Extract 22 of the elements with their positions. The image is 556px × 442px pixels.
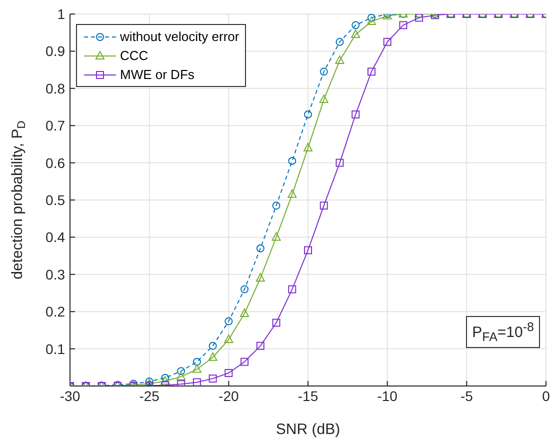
y-tick-label: 0.9 — [46, 43, 66, 60]
x-tick-label: -10 — [377, 388, 398, 404]
x-tick-label: -30 — [60, 388, 80, 404]
y-tick-label: 0.7 — [46, 118, 66, 134]
y-tick-label: 0.3 — [46, 266, 66, 282]
y-tick-label: 1 — [57, 6, 66, 22]
y-tick-label: 0.5 — [46, 192, 66, 208]
y-tick-label: 0.4 — [46, 229, 66, 246]
x-tick-label: -25 — [139, 388, 160, 404]
annotation: P$_{FA}$=10$^{-8}$ — [466, 316, 540, 348]
x-axis-title: SNR (dB) — [276, 421, 340, 438]
y-tick-label: 0.2 — [46, 304, 66, 320]
legend-label: MWE or DFs — [120, 67, 194, 82]
legend-label: without velocity error — [120, 29, 240, 44]
legend-label: CCC — [120, 48, 148, 63]
x-tick-label: -20 — [218, 388, 239, 404]
y-tick-label: 0.6 — [46, 154, 66, 171]
x-tick-label: 0 — [542, 388, 550, 404]
y-tick-label: 0.8 — [46, 80, 66, 96]
y-tick-label: 0.1 — [46, 340, 66, 357]
x-tick-label: -5 — [460, 388, 474, 404]
x-tick-label: -15 — [298, 388, 318, 404]
